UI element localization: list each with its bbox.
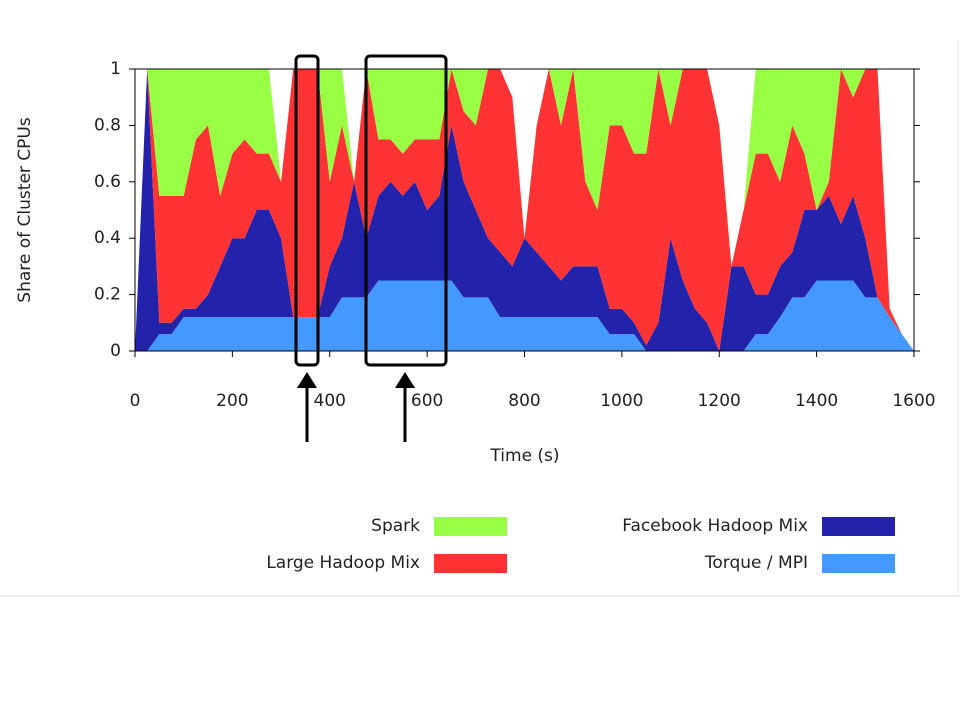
area	[135, 69, 914, 351]
y-tick-label: 0.8	[94, 115, 121, 135]
x-tick-label: 1000	[600, 391, 643, 411]
x-tick-label: 1400	[795, 391, 838, 411]
x-tick-label: 1600	[892, 391, 935, 411]
legend-label: Torque / MPI	[704, 553, 808, 573]
legend-swatch	[822, 517, 895, 536]
x-tick-label: 0	[130, 391, 141, 411]
x-tick-label: 600	[411, 391, 443, 411]
highlight-box	[364, 54, 448, 367]
legend: Torque / MPI Facebook Hadoop Mix Large Had…	[266, 516, 895, 573]
x-tick-label: 800	[508, 391, 540, 411]
arrow	[395, 372, 415, 442]
legend-swatch	[434, 554, 507, 573]
y-tick-label: 0.4	[94, 228, 121, 248]
highlight-box	[294, 54, 320, 367]
legend-label: Large Hadoop Mix	[266, 553, 420, 573]
y-tick-label: 0.6	[94, 172, 121, 192]
area	[135, 69, 914, 351]
y-tick-label: 0	[110, 341, 121, 361]
arrow	[297, 372, 317, 442]
x-tick-label: 1200	[698, 391, 741, 411]
plot: 0 0.2 0.4 0.6 0.8 1 0 200 400 600 800 1000 1200 1400 1…	[94, 59, 936, 411]
legend-label: Facebook Hadoop Mix	[622, 516, 808, 536]
area	[135, 69, 914, 351]
legend-label: Spark	[371, 516, 420, 536]
legend-swatch	[822, 554, 895, 573]
legend-swatch	[434, 517, 507, 536]
x-tick-label: 200	[216, 391, 248, 411]
y-axis-label: Share of Cluster CPUs	[15, 117, 35, 303]
y-tick-label: 0.2	[94, 285, 121, 305]
x-tick-label: 400	[314, 391, 346, 411]
y-tick-label: 1	[110, 59, 121, 79]
area	[135, 280, 914, 351]
x-axis-label: Time (s)	[489, 446, 559, 466]
